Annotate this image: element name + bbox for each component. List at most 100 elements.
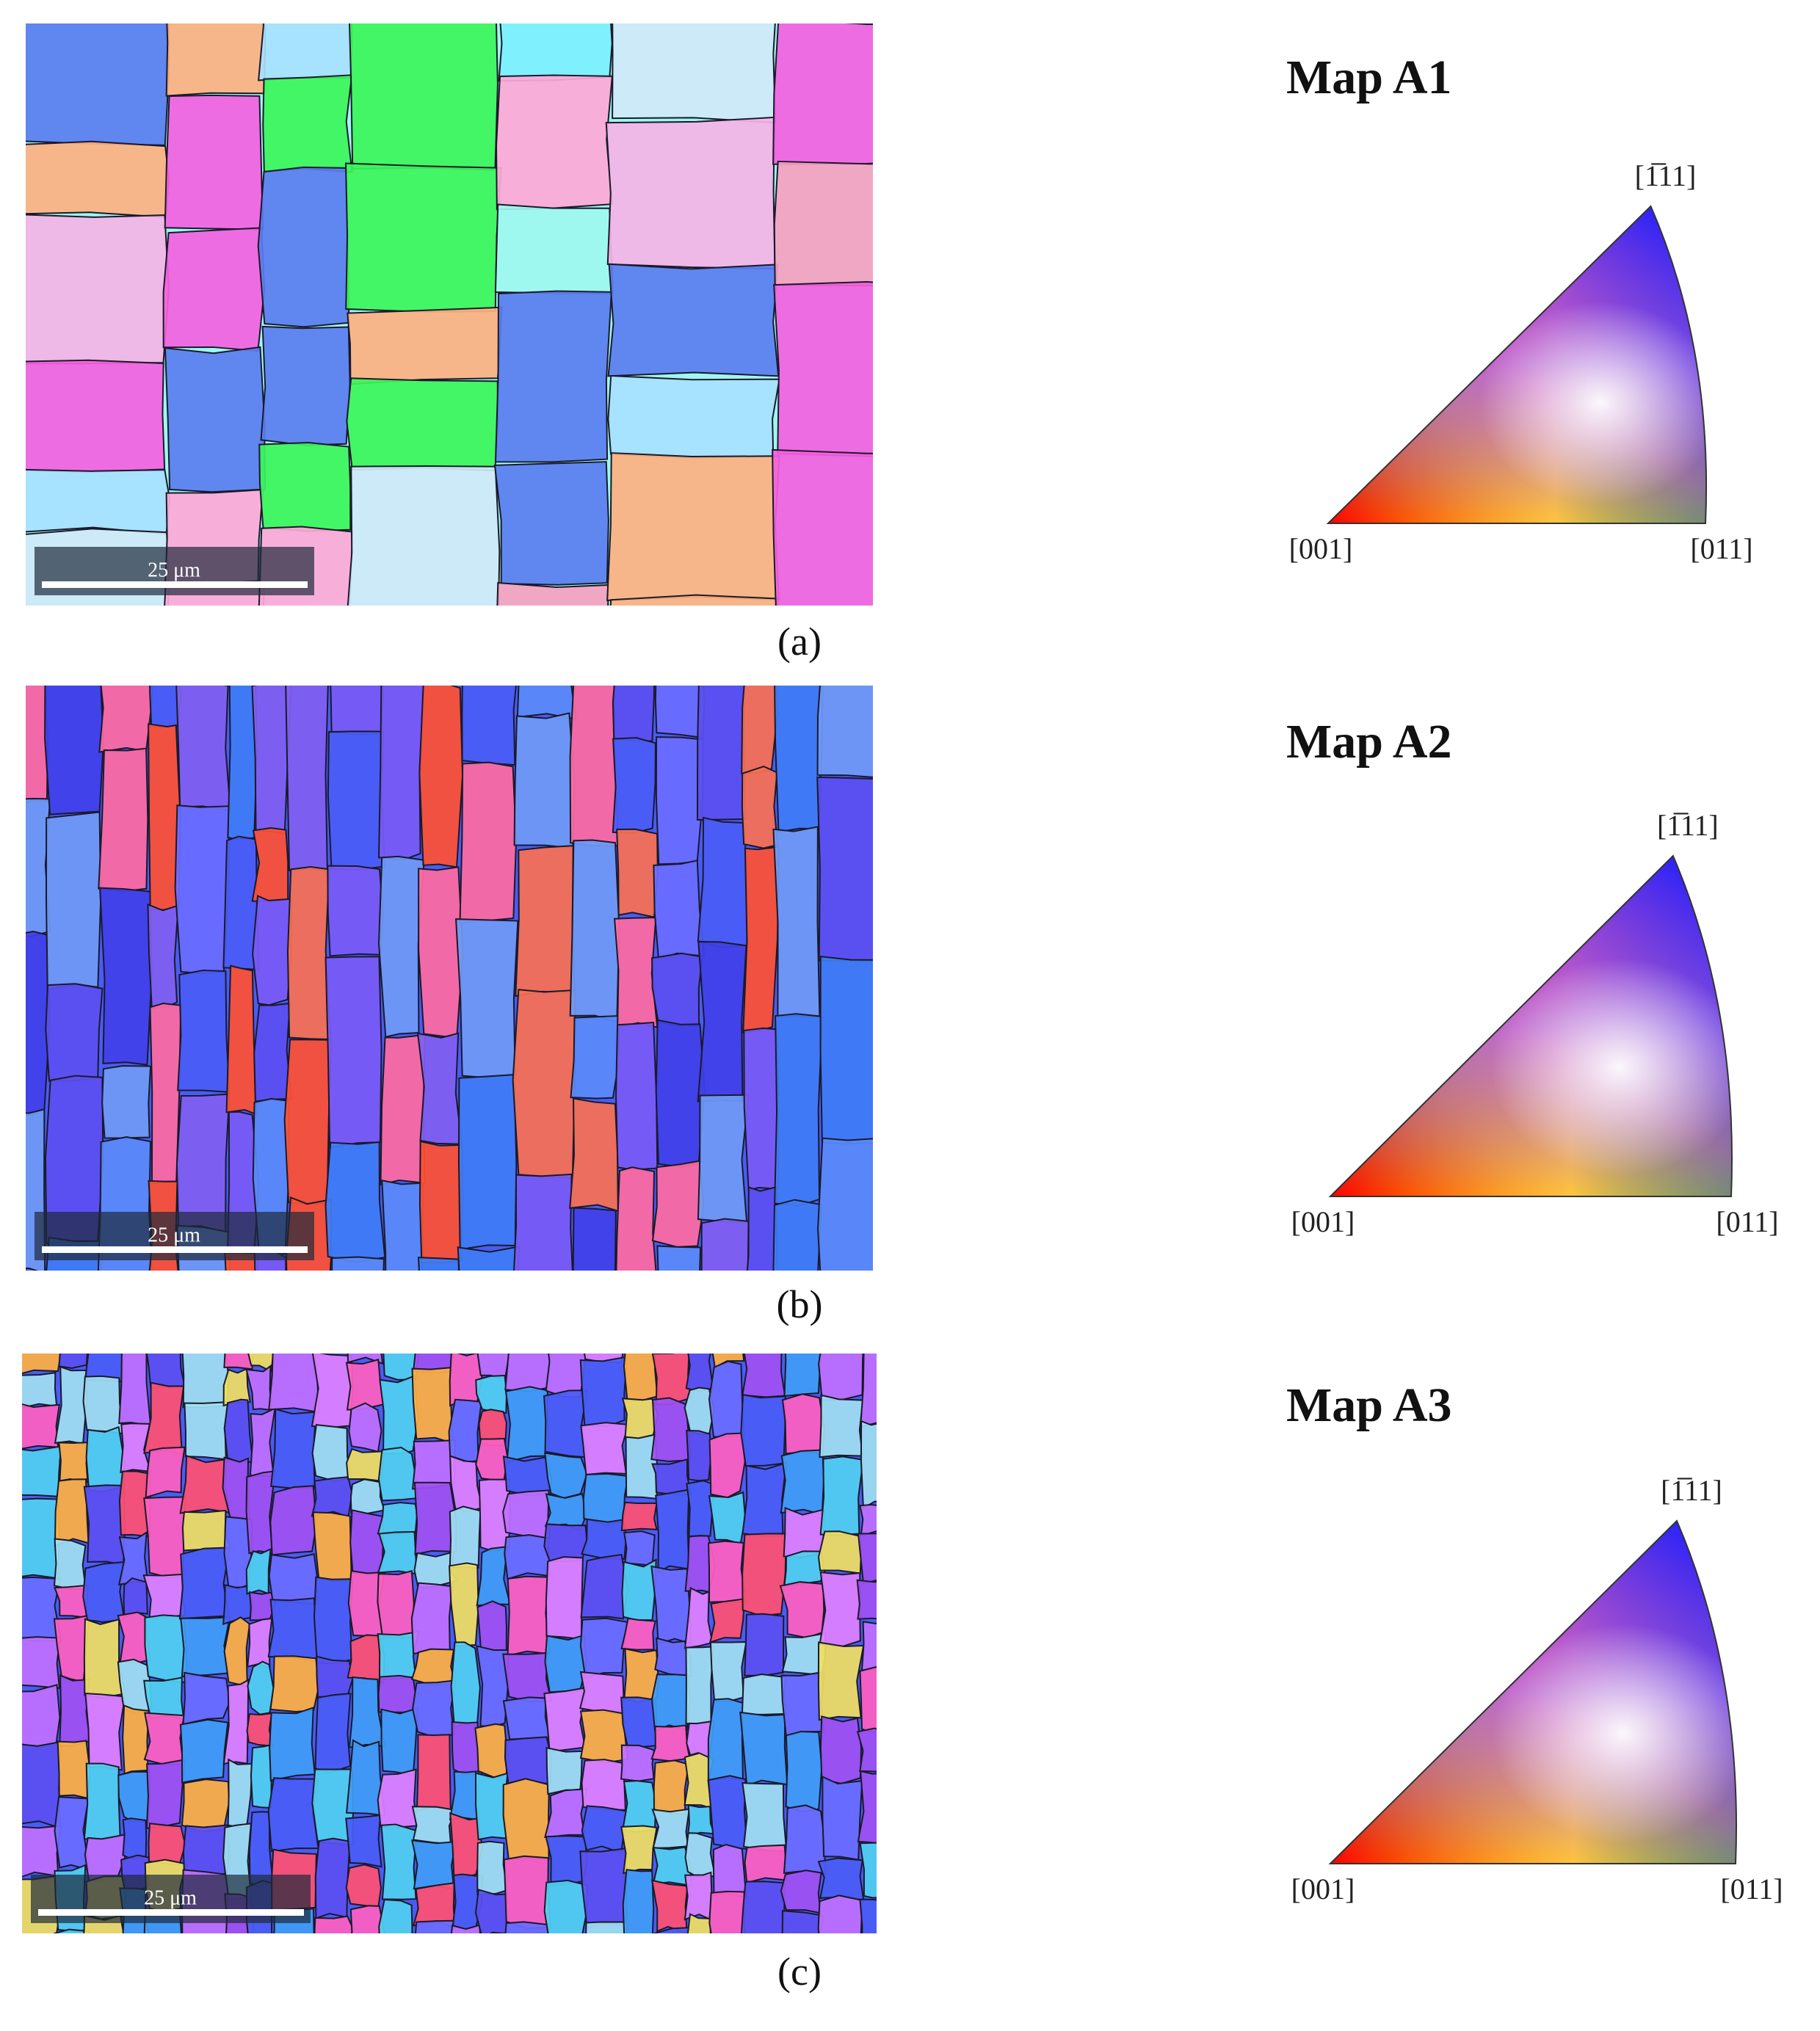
ipf-key: [1̅11] [001] [011] [1291,1474,1783,1905]
grain [545,1556,584,1641]
grain [97,1136,153,1271]
grain [742,1354,786,1398]
grain [331,1256,385,1271]
scale-bar-label: 25 μm [144,1886,197,1909]
grain [225,964,258,1116]
grain [377,1570,415,1639]
ipf-top-label: [1̅11] [1657,809,1719,842]
grain [313,1576,354,1665]
grain [651,1354,692,1406]
grain [543,1686,588,1753]
grain [417,1257,460,1271]
grain [99,887,153,1066]
grain [655,1019,706,1168]
grain [515,845,576,998]
grain [46,811,102,991]
ebsd-map: 25 μm [22,1354,877,1933]
grain [227,686,258,840]
grain [744,1613,785,1676]
grain [585,1921,628,1933]
grain [269,1707,316,1781]
grain [773,160,873,287]
grain [822,1775,863,1861]
grain [741,1674,788,1715]
grain [653,859,706,960]
grain [545,1747,583,1795]
grain [414,1919,456,1933]
grain [377,855,425,1038]
grain [142,1573,186,1620]
scale-bar [42,1246,308,1253]
grain [620,1696,658,1749]
grain [650,1879,689,1933]
grain [857,1533,877,1585]
grain [347,306,503,385]
grain [651,1808,691,1849]
grain [418,866,464,1039]
grain [651,1674,691,1732]
grain [652,1927,690,1933]
grain [475,1374,508,1414]
grain [416,1734,452,1812]
grain [223,1398,254,1464]
grain [742,846,780,1033]
grain [739,1711,788,1787]
grain [697,816,748,948]
grain [145,1446,186,1499]
grain [162,227,266,352]
grain [579,1617,628,1679]
grain [650,1724,691,1762]
grain [476,1600,507,1652]
grain [84,1693,126,1771]
ipf-right-label: [011] [1716,1205,1778,1238]
grain [772,826,821,1019]
grain [616,828,659,918]
grain [347,465,501,606]
grain [581,1805,628,1854]
grain [708,1540,747,1604]
grain [609,594,779,606]
grain [268,1553,318,1606]
grain [181,1779,230,1833]
ipf-fill [1330,856,1733,1196]
grain [655,736,704,865]
grain [177,970,231,1093]
grain [498,23,613,82]
grain [349,1509,384,1577]
grain [819,1715,863,1784]
grain [227,1758,253,1829]
grain [580,1553,629,1620]
grain [260,325,351,446]
grain [474,1889,508,1933]
grain [450,1924,481,1933]
grain [543,1389,588,1458]
grain [516,686,577,720]
grain [819,1456,864,1536]
grain [58,1442,91,1483]
grain [686,1480,714,1538]
grain [579,1356,628,1428]
grain [686,1913,711,1933]
grain [512,989,576,1179]
grain [22,1684,61,1749]
grain [474,1723,508,1779]
grain [746,1185,778,1271]
grain [859,1354,877,1428]
grain [740,1881,786,1933]
grain [411,1806,457,1845]
grain [570,1015,620,1100]
grain [164,94,264,230]
grain [612,737,656,834]
grain [182,1671,231,1726]
grain [53,1538,87,1591]
grain [656,1245,702,1271]
grain [655,1489,690,1574]
grain [26,23,170,146]
grain [819,956,873,1145]
grain [712,1843,747,1899]
grain [623,1354,659,1402]
grain [411,1839,457,1890]
grain [449,1770,480,1821]
grain [496,581,609,606]
